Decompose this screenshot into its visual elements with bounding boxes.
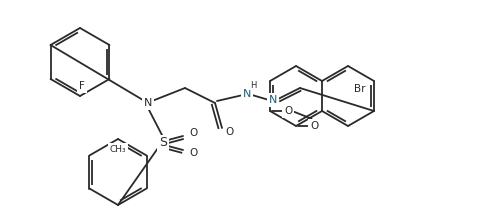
Text: H: H [250, 81, 256, 89]
Text: F: F [79, 81, 85, 91]
Text: S: S [159, 137, 167, 149]
Text: CH₃: CH₃ [110, 145, 126, 153]
Text: N: N [243, 89, 251, 99]
Text: N: N [144, 98, 152, 108]
Text: O: O [189, 148, 197, 158]
Text: O: O [189, 128, 197, 138]
Text: O: O [310, 121, 318, 131]
Text: O: O [226, 127, 234, 137]
Text: Br: Br [354, 84, 366, 94]
Text: N: N [269, 95, 277, 105]
Text: O: O [284, 106, 292, 116]
